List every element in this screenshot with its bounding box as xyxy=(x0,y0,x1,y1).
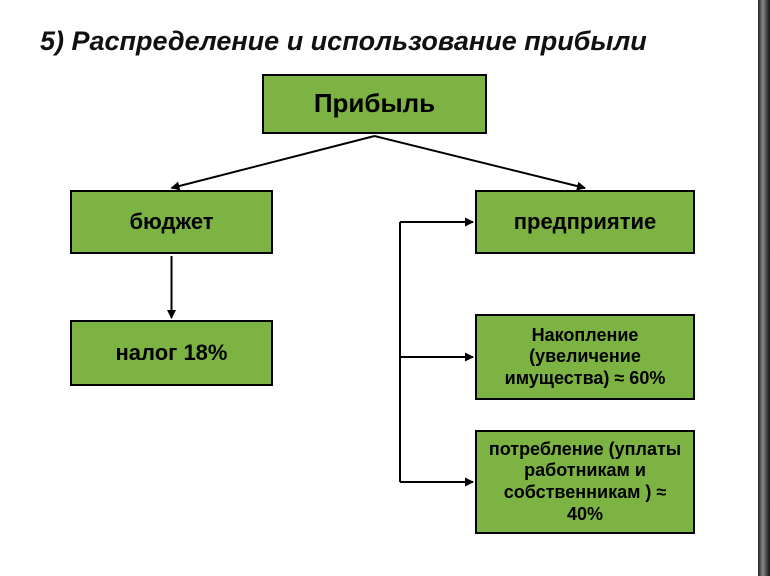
node-consume: потребление (уплаты работникам и собстве… xyxy=(475,430,695,534)
slide-title: 5) Распределение и использование прибыли xyxy=(40,26,647,57)
node-tax: налог 18% xyxy=(70,320,273,386)
node-enterprise: предприятие xyxy=(475,190,695,254)
node-budget: бюджет xyxy=(70,190,273,254)
slide-right-edge xyxy=(758,0,770,576)
node-root: Прибыль xyxy=(262,74,487,134)
node-accum: Накопление (увеличение имущества) ≈ 60% xyxy=(475,314,695,400)
